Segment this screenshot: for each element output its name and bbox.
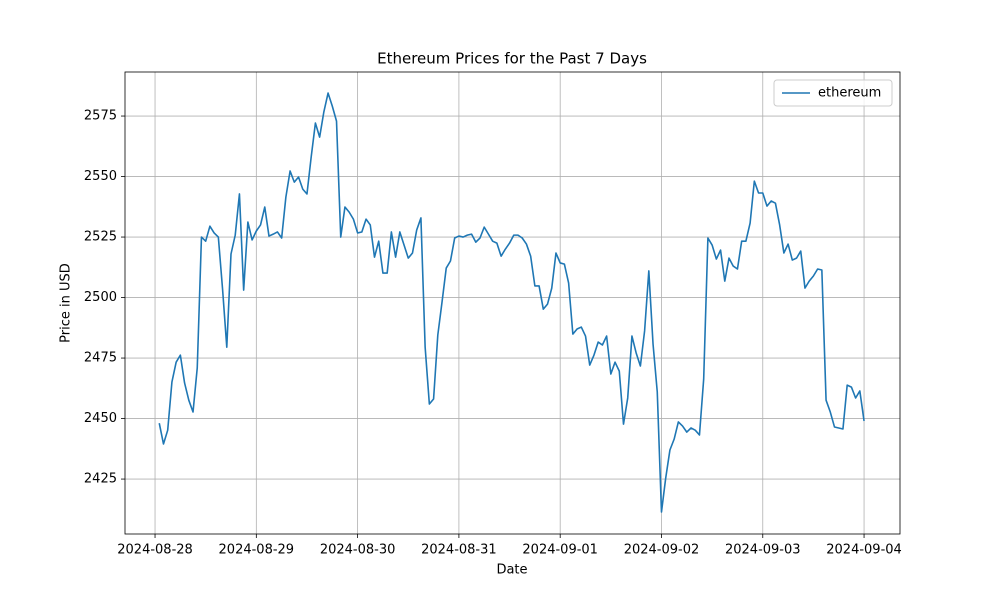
y-tick-label: 2450 <box>84 411 117 426</box>
y-tick-label: 2475 <box>84 351 117 366</box>
x-axis-label: Date <box>496 563 527 578</box>
x-tick-label: 2024-09-02 <box>624 543 700 558</box>
x-tick-label: 2024-08-28 <box>117 543 193 558</box>
y-tick-label: 2425 <box>84 472 117 487</box>
chart-title: Ethereum Prices for the Past 7 Days <box>377 50 647 68</box>
y-tick-label: 2525 <box>84 230 117 245</box>
y-tick-label: 2575 <box>84 109 117 124</box>
plot-frame <box>124 71 901 535</box>
x-tick-label: 2024-09-04 <box>826 543 902 558</box>
data-line <box>158 92 865 513</box>
y-tick-label: 2500 <box>84 290 117 305</box>
x-tick-label: 2024-09-01 <box>522 543 598 558</box>
legend-box <box>773 79 893 107</box>
y-tick-label: 2550 <box>84 169 117 184</box>
x-tick-label: 2024-08-29 <box>219 543 295 558</box>
y-axis-label: Price in USD <box>59 263 74 343</box>
x-tick-label: 2024-08-30 <box>320 543 396 558</box>
legend-label: ethereum <box>818 86 881 101</box>
x-tick-label: 2024-08-31 <box>421 543 497 558</box>
x-tick-label: 2024-09-03 <box>725 543 801 558</box>
